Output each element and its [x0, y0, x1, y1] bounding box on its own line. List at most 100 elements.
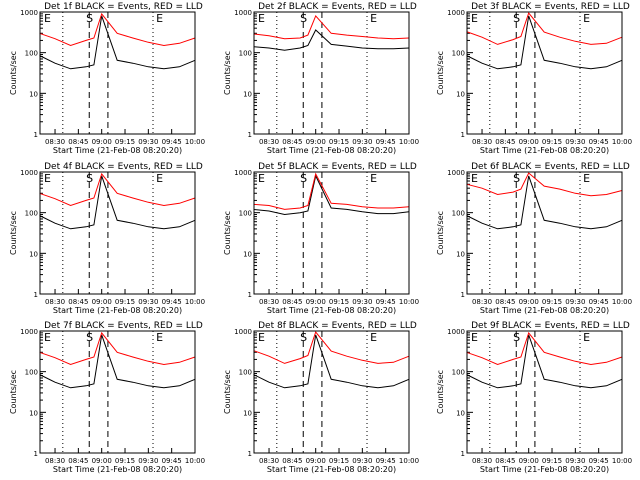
y-tick-label: 1000: [447, 169, 465, 177]
events-series-line: [253, 174, 410, 216]
x-tick-label: 09:45: [162, 298, 182, 306]
region-label: S: [86, 331, 93, 344]
y-tick-label: 100: [452, 210, 465, 218]
plot-frame: [39, 11, 196, 135]
x-tick-label: 09:30: [352, 298, 372, 306]
region-label: E: [156, 331, 163, 344]
lld-series-line: [39, 12, 196, 47]
region-label: E: [471, 172, 478, 185]
x-tick-label: 10:00: [185, 298, 205, 306]
events-series-line: [466, 334, 623, 389]
x-tick-label: 09:30: [565, 138, 585, 146]
region-label: E: [258, 331, 265, 344]
y-axis-label: Counts/sec: [436, 211, 445, 255]
plot-frame: [466, 11, 623, 135]
y-tick-label: 100: [239, 50, 252, 58]
y-tick-label: 10: [243, 409, 252, 417]
region-label: E: [583, 331, 590, 344]
x-tick-label: 08:30: [472, 138, 492, 146]
y-tick-label: 1: [461, 291, 465, 299]
y-axis-label: Counts/sec: [436, 51, 445, 95]
x-tick-label: 09:00: [92, 298, 112, 306]
lld-series-line: [466, 11, 623, 45]
x-tick-label: 08:45: [68, 457, 88, 465]
y-tick-label: 1000: [234, 169, 252, 177]
region-label: E: [44, 172, 51, 185]
y-axis-label: Counts/sec: [223, 211, 232, 255]
x-tick-label: 08:30: [45, 457, 65, 465]
x-tick-label: 08:45: [495, 138, 515, 146]
region-label: E: [583, 12, 590, 25]
chart-panel-8: Det 8f BLACK = Events, RED = LLD 1 10 100 10…: [223, 321, 419, 474]
x-tick-label: 09:30: [352, 457, 372, 465]
plot-frame: [39, 171, 196, 295]
y-axis-label: Counts/sec: [223, 51, 232, 95]
chart-panel-3: Det 3f BLACK = Events, RED = LLD 1 10 100 10…: [436, 2, 632, 155]
x-tick-label: 08:30: [259, 457, 279, 465]
region-label: E: [156, 172, 163, 185]
region-label: E: [370, 12, 377, 25]
x-tick-label: 08:45: [282, 298, 302, 306]
plot-frame: [253, 171, 410, 295]
plot-frame: [466, 171, 623, 295]
x-tick-label: 09:15: [329, 138, 349, 146]
chart-title: Det 7f BLACK = Events, RED = LLD: [44, 321, 203, 331]
y-tick-label: 10: [29, 90, 38, 98]
chart-title: Det 9f BLACK = Events, RED = LLD: [471, 321, 630, 331]
events-series-line: [39, 175, 196, 230]
y-tick-label: 10: [29, 409, 38, 417]
region-label: S: [300, 12, 307, 25]
y-tick-label: 1000: [234, 9, 252, 17]
y-tick-label: 1000: [447, 9, 465, 17]
events-series-line: [466, 15, 623, 70]
x-tick-label: 08:45: [68, 138, 88, 146]
y-axis-label: Counts/sec: [9, 370, 18, 414]
y-tick-label: 1: [248, 450, 252, 458]
x-tick-label: 08:30: [259, 298, 279, 306]
y-tick-label: 100: [452, 50, 465, 58]
x-tick-label: 08:45: [495, 457, 515, 465]
y-tick-label: 10: [456, 250, 465, 258]
region-label: E: [258, 12, 265, 25]
chart-panel-1: Det 1f BLACK = Events, RED = LLD 1 10 100 10…: [9, 2, 205, 155]
x-tick-label: 10:00: [185, 138, 205, 146]
chart-panel-9: Det 9f BLACK = Events, RED = LLD 1 10 100 10…: [436, 321, 632, 474]
y-tick-label: 100: [25, 210, 38, 218]
x-tick-label: 09:15: [115, 138, 135, 146]
y-tick-label: 10: [243, 250, 252, 258]
y-tick-label: 1: [461, 450, 465, 458]
y-axis-label: Counts/sec: [223, 370, 232, 414]
x-tick-label: 09:45: [589, 457, 609, 465]
x-tick-label: 08:30: [472, 298, 492, 306]
y-tick-label: 100: [239, 210, 252, 218]
x-axis-label: Start Time (21-Feb-08 08:20:20): [480, 306, 609, 315]
x-tick-label: 08:45: [282, 457, 302, 465]
x-tick-label: 08:45: [495, 298, 515, 306]
chart-panel-2: Det 2f BLACK = Events, RED = LLD 1 10 100 10…: [223, 2, 419, 155]
x-tick-label: 09:00: [92, 138, 112, 146]
x-tick-label: 09:45: [376, 457, 396, 465]
x-tick-label: 09:45: [162, 457, 182, 465]
x-tick-label: 09:45: [589, 298, 609, 306]
y-tick-label: 10: [243, 90, 252, 98]
events-series-line: [253, 334, 410, 389]
x-tick-label: 09:30: [352, 138, 372, 146]
y-tick-label: 1: [248, 131, 252, 139]
chart-title: Det 3f BLACK = Events, RED = LLD: [471, 2, 630, 12]
x-tick-label: 09:00: [519, 457, 539, 465]
y-tick-label: 1000: [234, 328, 252, 336]
x-tick-label: 09:15: [542, 457, 562, 465]
x-tick-label: 10:00: [612, 138, 632, 146]
x-tick-label: 09:45: [376, 138, 396, 146]
lld-series-line: [39, 172, 196, 207]
events-series-line: [253, 29, 410, 51]
x-tick-label: 09:30: [138, 298, 158, 306]
chart-panel-4: Det 4f BLACK = Events, RED = LLD 1 10 100 10…: [9, 162, 205, 315]
x-tick-label: 10:00: [399, 457, 419, 465]
x-tick-label: 09:15: [329, 298, 349, 306]
region-label: E: [44, 331, 51, 344]
x-tick-label: 08:45: [68, 298, 88, 306]
x-tick-label: 09:30: [565, 298, 585, 306]
